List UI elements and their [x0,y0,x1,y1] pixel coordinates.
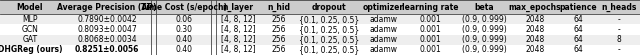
Text: -: - [618,45,620,54]
Text: {0.1, 0.25, 0.5}: {0.1, 0.25, 0.5} [299,35,359,44]
Text: 0.001: 0.001 [419,35,441,44]
Text: 2048: 2048 [525,45,545,54]
Text: (0.9, 0.999): (0.9, 0.999) [461,45,506,54]
Text: 0.8251±0.0056: 0.8251±0.0056 [75,45,139,54]
Text: 0.06: 0.06 [175,15,193,24]
Text: 2048: 2048 [525,15,545,24]
Text: 0.30: 0.30 [175,25,193,34]
Text: 0.40: 0.40 [175,45,193,54]
Text: 256: 256 [272,45,286,54]
Text: {0.1, 0.25, 0.5}: {0.1, 0.25, 0.5} [299,15,359,24]
Bar [0,14,640,24]
Text: [4, 8, 12]: [4, 8, 12] [221,25,255,34]
Text: 8: 8 [616,35,621,44]
Text: (0.9, 0.999): (0.9, 0.999) [461,15,506,24]
Text: adamw: adamw [369,35,397,44]
Bar [0,45,640,55]
Text: adamw: adamw [369,25,397,34]
Text: (0.9, 0.999): (0.9, 0.999) [461,25,506,34]
Text: GCN: GCN [22,25,38,34]
Text: Average Precision (AP): Average Precision (AP) [57,3,157,12]
Text: 0.40: 0.40 [175,35,193,44]
Text: 0.001: 0.001 [419,45,441,54]
Text: beta: beta [474,3,494,12]
Text: 0.001: 0.001 [419,15,441,24]
Text: MLP: MLP [22,15,38,24]
Text: max_epochs: max_epochs [509,3,561,12]
Text: n_layer: n_layer [223,3,254,12]
Bar [0,35,640,45]
Text: 64: 64 [573,45,583,54]
Text: Model: Model [17,3,44,12]
Text: 0.001: 0.001 [419,25,441,34]
Text: [4, 8, 12]: [4, 8, 12] [221,35,255,44]
Bar [0,0,640,14]
Text: -: - [618,15,620,24]
Text: 64: 64 [573,35,583,44]
Text: 256: 256 [272,35,286,44]
Text: adamw: adamw [369,45,397,54]
Text: {0.1, 0.25, 0.5}: {0.1, 0.25, 0.5} [299,45,359,54]
Text: 0.8093±0.0047: 0.8093±0.0047 [77,25,137,34]
Text: 0.8068±0.0034: 0.8068±0.0034 [77,35,137,44]
Text: [4, 8, 12]: [4, 8, 12] [221,15,255,24]
Text: [4, 8, 12]: [4, 8, 12] [221,45,255,54]
Text: n_hid: n_hid [268,3,291,12]
Text: Time Cost (s/epoch): Time Cost (s/epoch) [141,3,227,12]
Text: 2048: 2048 [525,25,545,34]
Text: learning rate: learning rate [402,3,458,12]
Text: adamw: adamw [369,15,397,24]
Text: 64: 64 [573,15,583,24]
Text: n_heads: n_heads [601,3,637,12]
Text: 64: 64 [573,25,583,34]
Text: {0.1, 0.25, 0.5}: {0.1, 0.25, 0.5} [299,25,359,34]
Text: 256: 256 [272,15,286,24]
Text: dropout: dropout [312,3,346,12]
Text: DHGReg (ours): DHGReg (ours) [0,45,62,54]
Bar [0,24,640,35]
Text: 256: 256 [272,25,286,34]
Text: 0.7890±0.0042: 0.7890±0.0042 [77,15,137,24]
Text: (0.9, 0.999): (0.9, 0.999) [461,35,506,44]
Text: optimizer: optimizer [363,3,404,12]
Text: 2048: 2048 [525,35,545,44]
Text: -: - [618,25,620,34]
Text: patience: patience [559,3,597,12]
Text: GAT: GAT [22,35,38,44]
